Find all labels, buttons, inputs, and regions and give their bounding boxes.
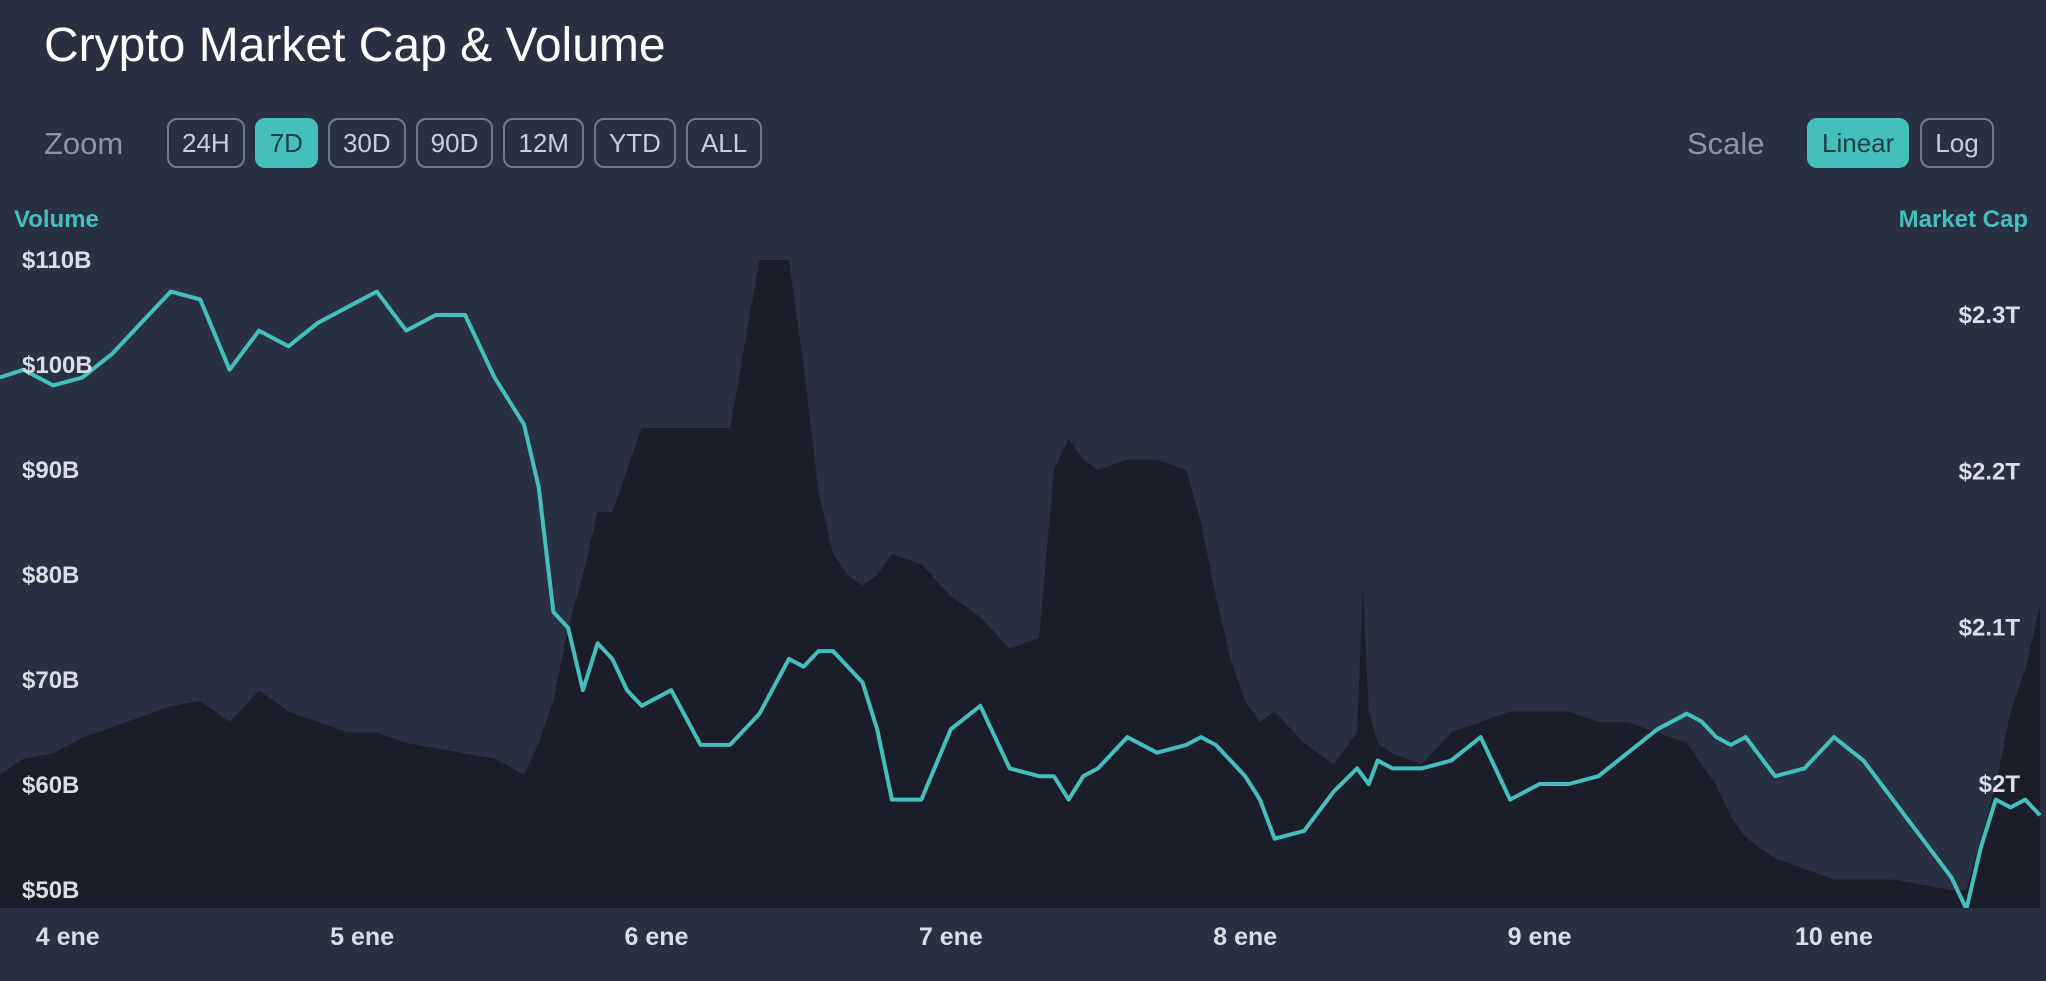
zoom-24h-button[interactable]: 24H xyxy=(167,118,245,168)
scale-button-group: Linear Log xyxy=(1807,118,1994,168)
y-left-tick-label: $110B xyxy=(22,247,91,274)
market-cap-line xyxy=(0,289,2042,912)
zoom-7d-button[interactable]: 7D xyxy=(254,118,318,168)
x-tick-label: 9 ene xyxy=(1508,923,1572,951)
y-right-tick-label: $2T xyxy=(1979,771,2021,798)
zoom-ytd-button[interactable]: YTD xyxy=(593,118,676,168)
y-left-tick-label: $60B xyxy=(22,772,79,799)
y-left-tick-label: $80B xyxy=(22,562,79,589)
y-left-tick-label: $70B xyxy=(22,667,79,694)
y-right-tick-label: $2.2T xyxy=(1959,458,2021,485)
x-tick-label: 5 ene xyxy=(330,923,394,951)
zoom-90d-button[interactable]: 90D xyxy=(415,118,494,168)
y-right-tick-label: $2.1T xyxy=(1959,615,2021,642)
y-left-tick-label: $100B xyxy=(22,352,93,379)
x-tick-label: 4 ene xyxy=(36,923,100,951)
scale-linear-button[interactable]: Linear xyxy=(1807,118,1910,168)
scale-label: Scale xyxy=(1687,126,1765,161)
x-tick-label: 8 ene xyxy=(1213,923,1277,951)
zoom-all-button[interactable]: ALL xyxy=(685,118,763,168)
zoom-12m-button[interactable]: 12M xyxy=(503,118,584,168)
y-left-tick-label: $50B xyxy=(22,877,79,904)
y-right-tick-label: $2.3T xyxy=(1959,302,2021,329)
chart-title: Crypto Market Cap & Volume xyxy=(44,19,666,72)
zoom-label: Zoom xyxy=(44,126,124,161)
volume-area xyxy=(0,260,2040,908)
market-cap-axis-title: Market Cap xyxy=(1898,206,2028,233)
y-left-tick-label: $90B xyxy=(22,457,79,484)
x-tick-label: 10 ene xyxy=(1795,923,1873,951)
x-tick-label: 6 ene xyxy=(624,923,688,951)
zoom-30d-button[interactable]: 30D xyxy=(327,118,406,168)
volume-axis-title: Volume xyxy=(14,206,99,233)
x-tick-label: 7 ene xyxy=(919,923,983,951)
x-axis-band xyxy=(0,908,2046,981)
scale-log-button[interactable]: Log xyxy=(1920,118,1994,168)
zoom-button-group: 24H 7D 30D 90D 12M YTD ALL xyxy=(167,118,763,168)
